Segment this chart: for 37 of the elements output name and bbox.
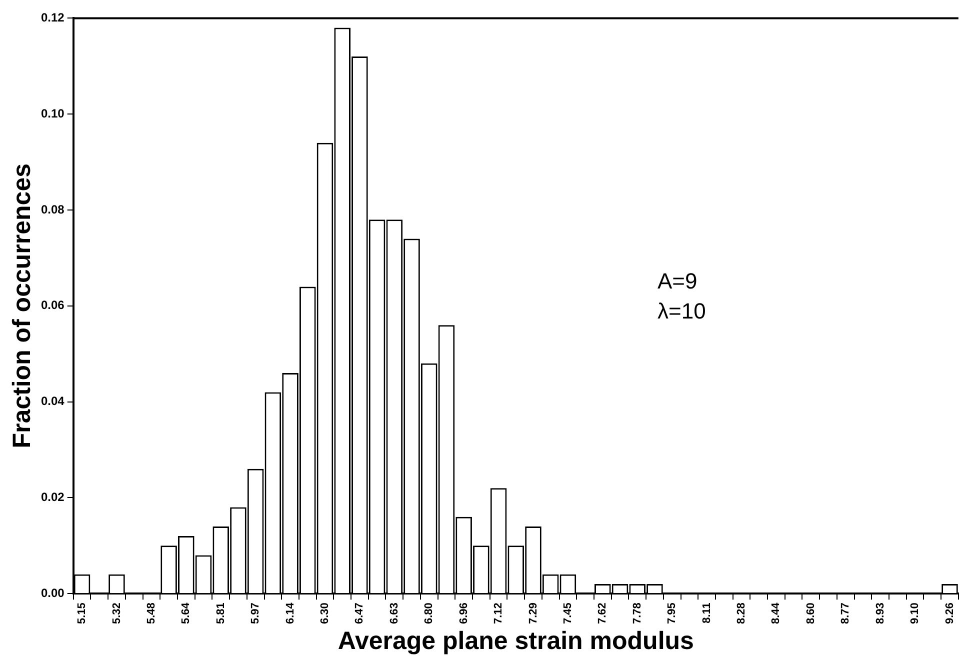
x-tick-label: 7.29 [527, 602, 540, 624]
y-tick-label: 0.00 [40, 586, 65, 600]
x-tick-label: 6.80 [423, 602, 436, 624]
y-tick-label: 0.10 [40, 106, 65, 120]
x-tick-label: 6.63 [388, 602, 400, 624]
x-tick-label: 6.47 [354, 602, 366, 624]
x-tick-label: 5.15 [76, 602, 88, 624]
x-tick-label: 7.45 [562, 602, 574, 624]
x-tick-label: 6.30 [319, 602, 332, 624]
x-tick-label: 5.64 [180, 602, 192, 624]
x-tick-label: 7.95 [666, 602, 678, 624]
x-tick-label: 8.44 [770, 602, 782, 624]
x-tick-label: 7.62 [596, 602, 609, 624]
x-tick-label: 5.32 [110, 602, 123, 624]
y-tick-label: 0.12 [40, 10, 65, 25]
x-tick-label: 5.48 [145, 602, 158, 624]
y-axis-title: Fraction of occurrences [8, 163, 36, 448]
x-tick-label: 6.96 [458, 602, 470, 624]
annotation: A=9 [657, 268, 698, 294]
y-tick-label: 0.06 [40, 298, 65, 312]
x-tick-label: 8.60 [804, 602, 817, 624]
x-tick-label: 7.12 [492, 602, 505, 624]
y-tick-label: 0.02 [40, 490, 65, 504]
x-tick-label: 9.10 [909, 602, 922, 624]
x-tick-label: 7.78 [631, 602, 644, 624]
x-tick-label: 6.14 [284, 602, 296, 624]
annotation: λ=10 [657, 298, 706, 324]
y-tick-label: 0.04 [40, 394, 65, 408]
x-tick-label: 5.97 [250, 602, 262, 624]
y-tick-label: 0.08 [40, 202, 65, 216]
x-axis-title: Average plane strain modulus [338, 626, 694, 655]
x-tick-label: 8.11 [700, 602, 713, 624]
x-tick-label: 8.93 [874, 602, 886, 624]
x-tick-label: 8.77 [840, 602, 852, 624]
x-tick-label: 8.28 [736, 602, 748, 624]
x-tick-label: 9.26 [944, 602, 956, 624]
x-tick-label: 5.81 [214, 602, 227, 624]
